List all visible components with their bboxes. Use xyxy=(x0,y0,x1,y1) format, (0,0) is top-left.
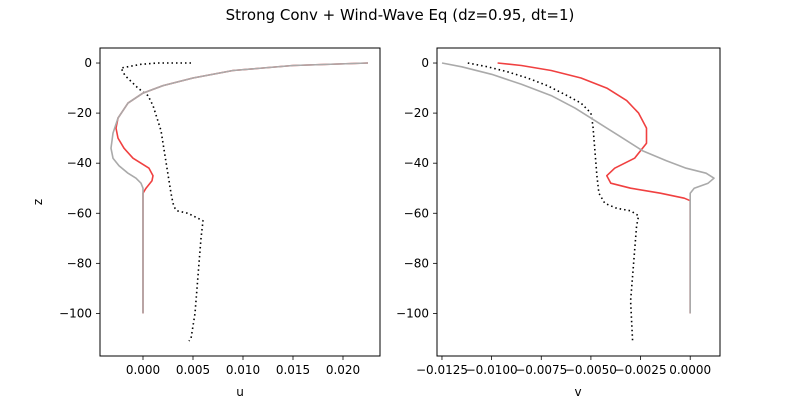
series-line-v-red xyxy=(497,62,692,314)
x-tick-label-v: −0.0050 xyxy=(565,363,617,377)
x-tick-label-u: 0.000 xyxy=(126,363,160,377)
y-tick-label-u: 0 xyxy=(84,56,92,70)
y-tick-label-v: −40 xyxy=(404,156,429,170)
y-tick-label-v: −100 xyxy=(396,306,429,320)
x-tick-label-u: 0.010 xyxy=(226,363,260,377)
y-tick-label-u: −60 xyxy=(67,206,92,220)
panel-u: u z 0.000 0.005 0.010 0.015 0.020 0 −20 −40 −60 −… xyxy=(31,47,381,399)
x-tick-label-u: 0.020 xyxy=(326,363,360,377)
series-line-u-dotted xyxy=(120,62,204,342)
y-tick-label-v: −60 xyxy=(404,206,429,220)
y-tick-label-u: −40 xyxy=(67,156,92,170)
series-line-v-dotted xyxy=(467,62,640,342)
x-tick-label-v: −0.0125 xyxy=(416,363,468,377)
x-tick-label-v: −0.0025 xyxy=(615,363,667,377)
y-tick-label-v: −80 xyxy=(404,256,429,270)
y-tick-label-u: −20 xyxy=(67,106,92,120)
series-line-u-red xyxy=(115,62,369,314)
x-tick-label-u: 0.015 xyxy=(276,363,310,377)
y-tick-label-u: −80 xyxy=(67,256,92,270)
y-axis-label-z: z xyxy=(31,199,45,205)
x-tick-label-v: −0.0100 xyxy=(466,363,518,377)
chart-title: Strong Conv + Wind-Wave Eq (dz=0.95, dt=… xyxy=(226,6,575,24)
x-axis-label-v: v xyxy=(574,385,581,399)
x-tick-label-u: 0.005 xyxy=(176,363,210,377)
x-tick-label-v: 0.0000 xyxy=(669,363,711,377)
series-line-u-gray xyxy=(110,62,369,314)
y-tick-label-v: 0 xyxy=(421,56,429,70)
plot-frame-u xyxy=(99,47,381,357)
series-line-v-gray xyxy=(441,62,715,314)
x-axis-label-u: u xyxy=(236,385,244,399)
panel-v: v −0.0125−0.0100−0.0075−0.0050−0.0025 0.0… xyxy=(396,47,721,399)
plot-frame-v xyxy=(436,47,721,357)
x-tick-label-v: −0.0075 xyxy=(515,363,567,377)
y-tick-label-u: −100 xyxy=(59,306,92,320)
y-tick-label-v: −20 xyxy=(404,106,429,120)
